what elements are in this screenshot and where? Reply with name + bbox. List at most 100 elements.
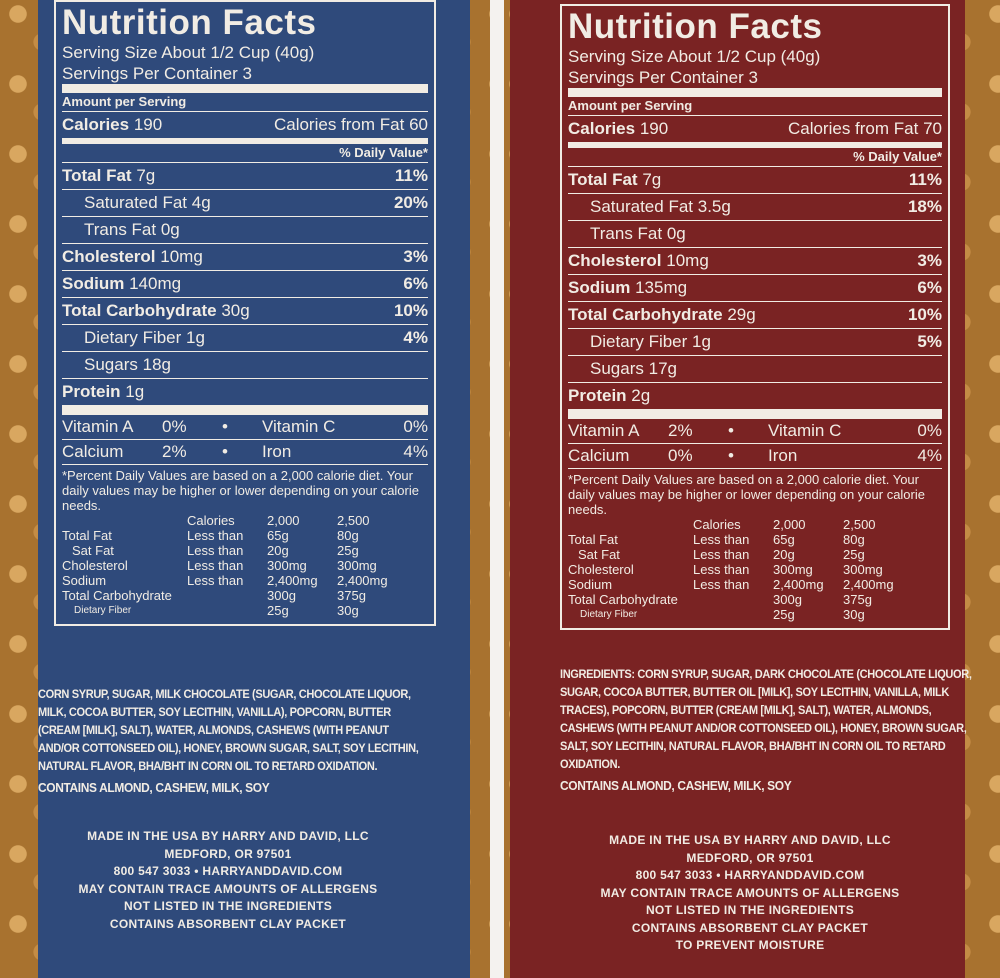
table-cell: Less than: [693, 562, 750, 577]
nutrient: Total Fat 7g: [62, 163, 155, 189]
footer-line: MAY CONTAIN TRACE AMOUNTS OF ALLERGENS: [78, 881, 378, 896]
serving-size: Serving Size About 1/2 Cup (40g): [62, 42, 428, 63]
table-cell: 80g: [337, 528, 359, 543]
table-cell: 300mg: [337, 558, 377, 573]
sub-nutrient-row: Dietary Fiber 1g 5%: [568, 328, 942, 355]
nutrient-row: Sodium 140mg 6%: [62, 270, 428, 297]
name: Sodium: [62, 274, 125, 293]
ingredients: CORN SYRUP, SUGAR, MILK CHOCOLATE (SUGAR…: [38, 685, 424, 797]
dv-header: % Daily Value*: [62, 138, 428, 162]
table-cell: 300mg: [843, 562, 883, 577]
sub-nutrient-row: Saturated Fat 4g 20%: [62, 189, 428, 216]
table-cell: 300g: [267, 588, 296, 603]
footer-line: CONTAINS ABSORBENT CLAY PACKET: [631, 920, 869, 935]
label: Servings Per Container: [62, 64, 238, 83]
daily-value: 6%: [403, 274, 428, 293]
nutrient: Saturated Fat 4g: [84, 190, 211, 216]
table-cell: Total Fat: [568, 532, 618, 547]
bar: [62, 405, 428, 414]
amount: 3.5g: [697, 197, 731, 216]
table-header: 2,000: [773, 517, 806, 532]
table-header: 2,500: [843, 517, 876, 532]
calories: Calories 190: [568, 116, 668, 142]
vitamin-value: 0%: [403, 417, 428, 436]
amount: 1g: [125, 382, 145, 401]
daily-value: 6%: [917, 278, 942, 297]
amount: 7g: [642, 170, 662, 189]
label: Calories: [62, 115, 130, 134]
sub-nutrient-row: Saturated Fat 3.5g 18%: [568, 193, 942, 220]
bullet: •: [222, 442, 228, 461]
bar: [62, 84, 428, 93]
vitamin: Vitamin A: [62, 417, 134, 436]
daily-value: 11%: [908, 170, 942, 189]
bullet: •: [728, 421, 734, 440]
vitamin: Iron: [768, 446, 798, 465]
name: Protein: [568, 386, 627, 405]
amount: 140mg: [129, 274, 182, 293]
nutrient: Protein 2g: [568, 383, 650, 409]
amount: 2g: [631, 386, 651, 405]
ingredients-text: CORN SYRUP, SUGAR, MILK CHOCOLATE (SUGAR…: [38, 687, 419, 773]
table-cell: 300mg: [773, 562, 813, 577]
nutrient-row: Total Fat 7g 11%: [568, 166, 942, 193]
servings: Servings Per Container 3: [568, 67, 942, 88]
name: Cholesterol: [62, 247, 156, 266]
calories-row: Calories 190 Calories from Fat 70: [568, 115, 942, 142]
nutrient: Total Fat 7g: [568, 167, 661, 193]
table-cell: 2,400mg: [843, 577, 894, 592]
vitamin-row: Calcium 2% • Iron 4%: [62, 439, 428, 464]
nutrient-row: Cholesterol 10mg 3%: [568, 247, 942, 274]
table-cell: Dietary Fiber: [74, 605, 132, 616]
value: 190: [133, 115, 163, 134]
table-cell: Less than: [693, 577, 750, 592]
name: Trans Fat: [84, 220, 157, 239]
footer: MADE IN THE USA BY HARRY AND DAVID, LLC M…: [78, 828, 378, 933]
daily-value: 10%: [907, 305, 942, 324]
amount: 10mg: [666, 251, 709, 270]
servings: Servings Per Container 3: [62, 63, 428, 84]
nutrient-row: Total Carbohydrate 30g 10%: [62, 297, 428, 324]
footer-line: MEDFORD, OR 97501: [686, 850, 814, 865]
nutrient: Dietary Fiber 1g: [84, 325, 205, 351]
vitamin-row: Calcium 0% • Iron 4%: [568, 443, 942, 468]
table-cell: Cholesterol: [568, 562, 634, 577]
table-cell: Total Carbohydrate: [568, 592, 678, 607]
name: Total Carbohydrate: [62, 301, 217, 320]
table-cell: 25g: [267, 603, 289, 618]
amount-per-serving: Amount per Serving: [568, 98, 693, 113]
nutrient: Saturated Fat 3.5g: [590, 194, 731, 220]
bar: [568, 88, 942, 97]
daily-value: 4%: [403, 328, 428, 347]
nutrient: Cholesterol 10mg: [62, 244, 203, 270]
footer-line: MEDFORD, OR 97501: [164, 846, 292, 861]
spacer: [568, 517, 693, 532]
gap: [490, 0, 504, 978]
table-cell: [693, 592, 773, 607]
table-cell: 25g: [773, 607, 795, 622]
table-header: Calories: [187, 513, 235, 528]
bullet: •: [222, 417, 228, 436]
amount: 1g: [186, 328, 205, 347]
nutrient-row: Total Carbohydrate 29g 10%: [568, 301, 942, 328]
name: Dietary Fiber: [84, 328, 182, 347]
daily-value: 5%: [917, 332, 942, 351]
footer-line: MADE IN THE USA BY HARRY AND DAVID, LLC: [87, 829, 369, 843]
table-cell: Sodium: [62, 573, 107, 588]
vitamin: Calcium: [62, 442, 124, 461]
value: 3: [242, 64, 252, 83]
sub-nutrient-row: Sugars 17g: [568, 355, 942, 382]
sub-nutrient-row: Sugars 18g: [62, 351, 428, 378]
table-cell: Less than: [187, 528, 244, 543]
calories: Calories 190: [62, 112, 162, 138]
name: Total Fat: [62, 166, 132, 185]
vitamin-value: 0%: [917, 421, 942, 440]
allergens: CONTAINS ALMOND, CASHEW, MILK, SOY: [38, 780, 270, 795]
table-cell: Less than: [693, 532, 750, 547]
nutrition-label: Nutrition Facts Serving Size About 1/2 Cu…: [560, 4, 950, 630]
calories-row: Calories 190 Calories from Fat 60: [62, 111, 428, 138]
daily-value-table: Calories 2,000 2,500 Total Fat Less than 65g 8…: [568, 517, 942, 622]
table-cell: 375g: [843, 592, 872, 607]
name: Saturated Fat: [84, 193, 188, 212]
